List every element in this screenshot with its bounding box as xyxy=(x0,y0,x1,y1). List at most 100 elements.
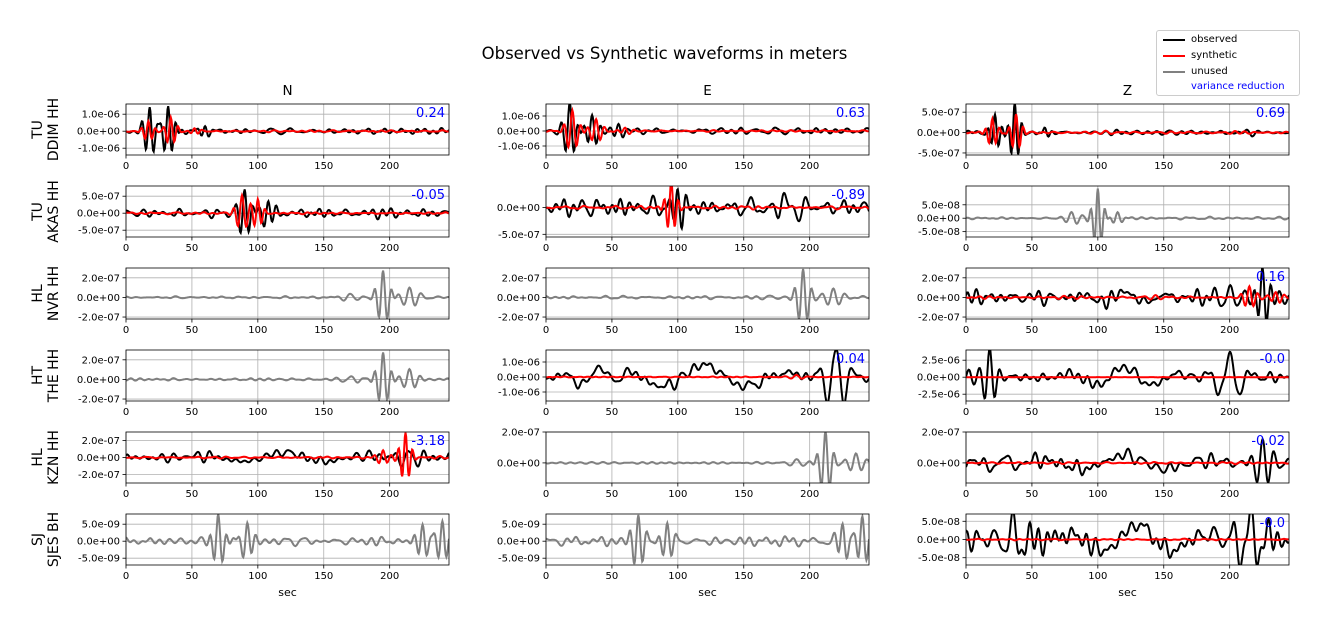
panel-r0-c2-variance-reduction: 0.69 xyxy=(1256,106,1285,121)
panel-r4-c2-ytick-label: 2.0e-07 xyxy=(922,428,960,439)
panel-r5-c0-xtick-label: 150 xyxy=(314,571,333,582)
panel-r3-c2-ytick-label: 2.5e-06 xyxy=(922,356,960,367)
panel-r2-c2-xtick-label: 200 xyxy=(1220,325,1239,336)
panel-r5-c2-xlabel: sec xyxy=(1118,586,1137,599)
row-label-station: AKAS HH xyxy=(46,180,62,242)
panel-r4-c1-ytick-label: 0.0e+00 xyxy=(497,458,540,469)
panel-r0-c1-observed-line xyxy=(546,104,869,154)
panel-r1-c0-xtick-label: 0 xyxy=(123,243,129,254)
panel-r0-c1-xtick-label: 50 xyxy=(606,161,619,172)
panel-r3-c0-xtick-label: 50 xyxy=(186,407,199,418)
row-label-network: HT xyxy=(30,366,46,386)
row-label-network: HL xyxy=(30,284,46,303)
panel-r2-c2-ytick-label: 0.0e+00 xyxy=(917,293,960,304)
panel-r3-c0-frame xyxy=(125,349,450,402)
panel-r0-c0-synthetic-line xyxy=(126,113,449,145)
panel-r0-c0-ytick-label: 0.0e+00 xyxy=(77,127,120,138)
legend-item-synthetic: synthetic xyxy=(1163,49,1237,63)
panel-r2-c2-ytick-label: 2.0e-07 xyxy=(922,273,960,284)
panel-r1-c0-ytick-label: 0.0e+00 xyxy=(77,209,120,220)
panel-r0-c1-xtick-label: 200 xyxy=(800,161,819,172)
panel-r1-c2-ytick-label: 5.0e-08 xyxy=(922,200,960,211)
panel-r5-c1-unused-line xyxy=(546,514,869,565)
panel-r0-c1-frame xyxy=(545,103,870,156)
panel-r1-c2-xtick-label: 50 xyxy=(1026,243,1039,254)
panel-r1-c1-xtick-label: 100 xyxy=(668,243,687,254)
panel-r1-c0-ytick-label: -5.0e-07 xyxy=(78,226,120,237)
panel-r4-c2-xtick-label: 200 xyxy=(1220,489,1239,500)
row-label-network: TU xyxy=(30,120,46,140)
panel-r2-c0-ytick-label: 0.0e+00 xyxy=(77,293,120,304)
row-label-station: DDIM HH xyxy=(46,98,62,161)
panel-r4-c2-ytick-label: 0.0e+00 xyxy=(917,458,960,469)
panel-r1-c1-frame xyxy=(545,185,870,238)
panel-r5-c0-xtick-label: 0 xyxy=(123,571,129,582)
panel-r4-c2-synthetic-line xyxy=(966,461,1289,466)
panel-r3-c2-variance-reduction: -0.0 xyxy=(1260,352,1285,367)
panel-r0-c2-frame xyxy=(965,103,1290,156)
panel-r1-c1-xtick-label: 0 xyxy=(543,243,549,254)
panel-r0-c0-variance-reduction: 0.24 xyxy=(416,106,445,121)
panel-r2-c2-xtick-label: 100 xyxy=(1088,325,1107,336)
legend-label-synthetic: synthetic xyxy=(1191,50,1238,61)
panel-r5-c0-ytick-label: 0.0e+00 xyxy=(77,537,120,548)
panel-r4-c0-synthetic-line xyxy=(126,432,449,477)
panel-r2-c2-xtick-label: 50 xyxy=(1026,325,1039,336)
panel-r5-c2-variance-reduction: -0.0 xyxy=(1260,516,1285,531)
panel-r5-c2-ytick-label: 0.0e+00 xyxy=(917,535,960,546)
legend: observed synthetic unused variance reduc… xyxy=(1156,30,1300,96)
panel-r4-c0-ytick-label: -2.0e-07 xyxy=(78,470,120,481)
panel-r4-c2-xtick-label: 100 xyxy=(1088,489,1107,500)
panel-r0-c1-ytick-label: -1.0e-06 xyxy=(498,142,540,153)
panel-r4-c2-frame xyxy=(965,431,1290,484)
panel-r1-c0-xtick-label: 200 xyxy=(380,243,399,254)
panel-r5-c1-xtick-label: 100 xyxy=(668,571,687,582)
panel-r0-c1-xtick-label: 150 xyxy=(734,161,753,172)
panel-r4-c0-xtick-label: 0 xyxy=(123,489,129,500)
panel-r5-c2-xtick-label: 150 xyxy=(1154,571,1173,582)
panel-r2-c0-frame xyxy=(125,267,450,320)
panel-r2-c2-xtick-label: 150 xyxy=(1154,325,1173,336)
row-label-station: SJES BH xyxy=(46,512,62,567)
panel-r1-c1-xtick-label: 50 xyxy=(606,243,619,254)
panel-r2-c0-xtick-label: 100 xyxy=(248,325,267,336)
panel-r5-c1-xtick-label: 0 xyxy=(543,571,549,582)
panel-r0-c0-xtick-label: 0 xyxy=(123,161,129,172)
panel-r0-c0-xtick-label: 150 xyxy=(314,161,333,172)
panel-r3-c1-xtick-label: 200 xyxy=(800,407,819,418)
panel-r5-c1-ytick-label: 5.0e-09 xyxy=(502,520,540,531)
panel-r5-c0-unused-line xyxy=(126,514,449,565)
panel-r2-c2-frame xyxy=(965,267,1290,320)
panel-r4-c0-xtick-label: 200 xyxy=(380,489,399,500)
panel-r2-c1-xtick-label: 150 xyxy=(734,325,753,336)
panel-r2-c2-variance-reduction: 0.16 xyxy=(1256,270,1285,285)
panel-r0-c1-ytick-label: 1.0e-06 xyxy=(502,112,540,123)
panel-r5-c2-synthetic-line xyxy=(966,537,1289,542)
panel-r1-c2-xtick-label: 0 xyxy=(963,243,969,254)
panel-r4-c1-xtick-label: 150 xyxy=(734,489,753,500)
panel-r3-c2-xtick-label: 50 xyxy=(1026,407,1039,418)
panel-r3-c1-ytick-label: 1.0e-06 xyxy=(502,358,540,369)
panel-r0-c0-xtick-label: 100 xyxy=(248,161,267,172)
panel-r3-c1-observed-line xyxy=(546,350,869,401)
panel-r1-c0-variance-reduction: -0.05 xyxy=(411,188,445,203)
panel-r0-c0-ytick-label: -1.0e-06 xyxy=(78,144,120,155)
panel-r4-c2-observed-line xyxy=(966,436,1289,483)
panel-r3-c2-ytick-label: -2.5e-06 xyxy=(918,390,960,401)
figure-title: Observed vs Synthetic waveforms in meter… xyxy=(481,44,848,63)
panel-r5-c0-frame xyxy=(125,513,450,566)
panel-r0-c0-ytick-label: 1.0e-06 xyxy=(82,110,120,121)
panel-r2-c2-observed-line xyxy=(966,268,1289,319)
panel-r3-c0-ytick-label: 2.0e-07 xyxy=(82,355,120,366)
panel-r3-c0-xtick-label: 200 xyxy=(380,407,399,418)
legend-label-unused: unused xyxy=(1191,66,1228,77)
panel-r1-c0-observed-line xyxy=(126,189,449,236)
panel-r3-c2-xtick-label: 100 xyxy=(1088,407,1107,418)
column-title-n: N xyxy=(282,83,292,99)
panel-r2-c1-xtick-label: 50 xyxy=(606,325,619,336)
panel-r1-c0-xtick-label: 50 xyxy=(186,243,199,254)
row-label-network: SJ xyxy=(30,533,46,546)
panel-r2-c1-frame xyxy=(545,267,870,320)
panel-r3-c2-xtick-label: 200 xyxy=(1220,407,1239,418)
panel-r1-c1-variance-reduction: -0.89 xyxy=(831,188,865,203)
